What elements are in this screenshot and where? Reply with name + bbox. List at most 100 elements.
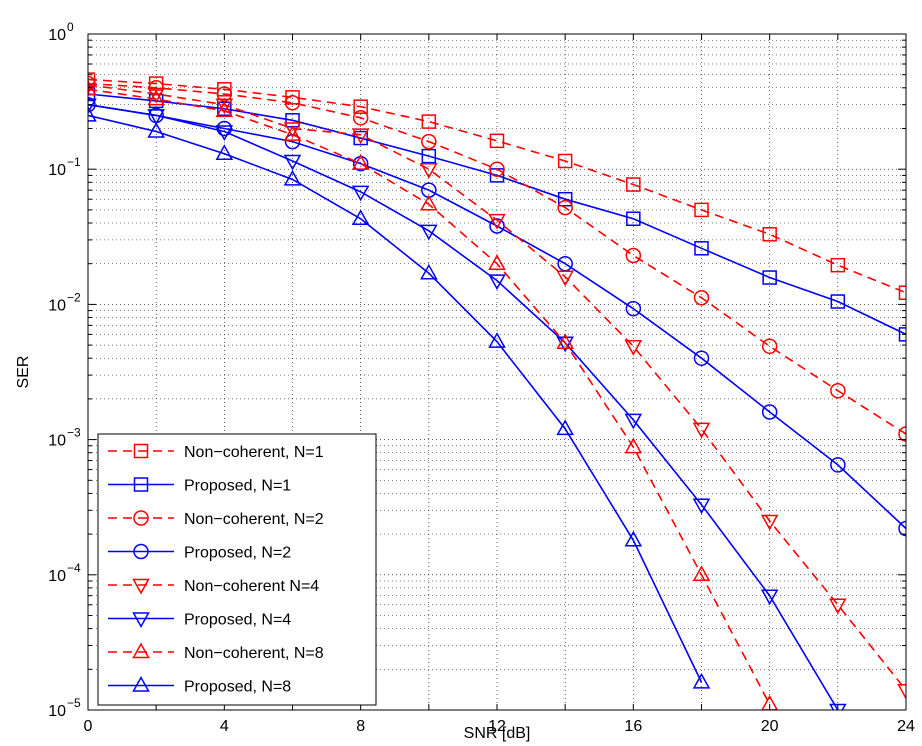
data-point [898,285,906,300]
data-point [421,114,437,129]
data-point [488,332,506,348]
data-point [215,144,234,161]
data-point [488,254,506,270]
data-point [420,194,438,211]
data-point [215,98,234,115]
y-tick-exponent: −1 [67,155,81,169]
data-point [829,598,847,615]
legend-marker [133,510,149,526]
legend-entry: Non−coherent, N=8 [108,642,324,662]
series-line [88,114,703,683]
series-8 [88,105,711,689]
legend-entry: Proposed, N=8 [108,675,291,696]
data-point [625,300,642,317]
data-point [88,105,97,122]
data-point [694,241,709,256]
series-line [88,103,839,710]
data-point [421,148,437,164]
y-tick-label: 10 [48,27,66,44]
data-point [897,683,906,700]
data-point [898,426,906,442]
x-tick-labels: 0 4 8 12 16 20 24 [84,718,915,735]
data-point [285,90,300,105]
data-point [693,289,710,306]
axis-ticks [87,34,907,711]
data-point [420,224,438,241]
data-point [283,125,302,141]
data-point [556,270,574,287]
data-point [351,185,370,202]
data-point [215,125,234,142]
data-point [692,422,711,439]
legend-marker [133,477,149,492]
y-tick-exponent: −2 [67,290,81,304]
data-point [283,154,302,171]
data-point [692,565,711,582]
data-point [488,213,506,230]
y-axis-label: SER [15,356,32,389]
y-tick-exponent: −5 [67,696,81,710]
data-point [556,419,574,436]
data-point [762,227,777,242]
data-point [421,133,437,150]
y-tick-label: 10 [48,703,66,720]
data-point [216,86,233,102]
data-point [761,338,778,355]
data-point [284,95,301,111]
data-point [216,120,233,137]
series-6 [88,98,847,710]
data-point [147,89,165,106]
data-point [692,498,711,515]
data-point [489,161,505,177]
data-point [217,82,232,97]
data-point [556,333,574,350]
y-tick-exponent: −4 [67,561,81,575]
data-point [352,110,369,126]
y-tick-label: 10 [48,297,66,314]
x-tick-label: 20 [761,718,779,735]
legend-label: Non−coherent, N=8 [184,645,324,662]
data-point [624,413,643,430]
data-point [624,340,643,356]
x-tick-label: 12 [488,718,506,735]
data-point [761,404,778,420]
series-5 [88,78,906,700]
x-tick-label: 4 [220,718,229,735]
data-point [830,382,846,399]
x-tick-label: 0 [84,718,93,735]
x-tick-label: 24 [897,718,915,735]
data-point [420,263,438,280]
series-line [88,103,906,530]
legend-entry: Non−coherent, N=1 [108,443,324,461]
data-point [694,202,709,218]
x-tick-label: 8 [356,718,365,735]
data-point [557,153,573,169]
y-tick-exponent: 0 [67,20,74,34]
legend-marker [132,612,150,629]
legend-entry: Proposed, N=2 [108,543,291,562]
data-point [283,122,302,139]
legend-entry: Proposed, N=1 [108,477,291,495]
data-point [147,87,165,104]
y-tick-label: 10 [48,568,66,585]
data-point [557,191,573,207]
data-point [488,274,506,291]
x-tick-label: 16 [624,718,642,735]
legend-entry: Non−coherent N=4 [108,578,319,595]
legend-label: Non−coherent N=4 [184,578,319,595]
data-point [830,257,846,273]
series-line [88,84,906,691]
data-point [830,294,846,309]
series-3 [88,75,906,442]
data-point [283,169,302,186]
data-point [147,109,165,125]
series-line [88,78,906,294]
data-point [762,270,777,285]
series-line [88,88,771,705]
data-point [88,78,97,95]
data-point [215,101,234,118]
legend-label: Proposed, N=8 [184,679,291,696]
legend-label: Proposed, N=2 [184,545,291,562]
